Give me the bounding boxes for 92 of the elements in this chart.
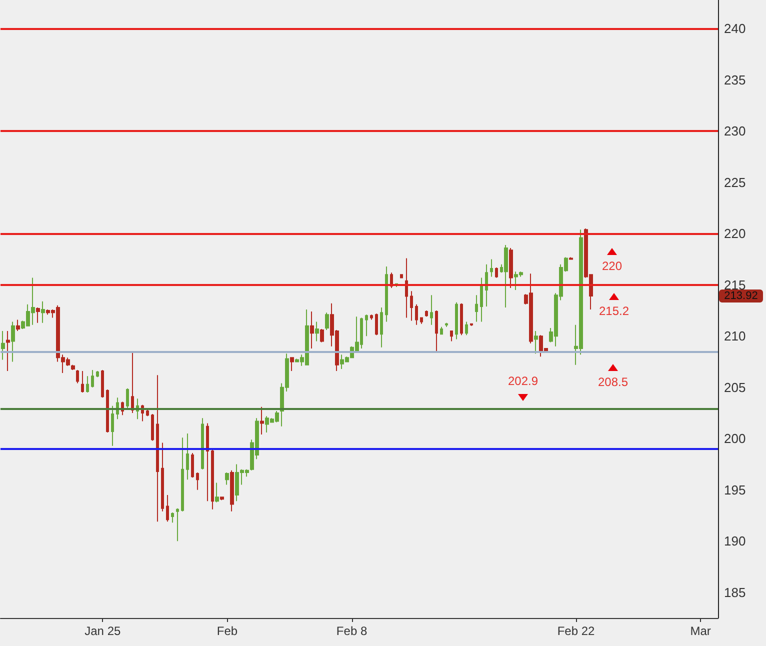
candlestick (455, 302, 458, 340)
candlestick (6, 330, 10, 372)
candlestick (385, 266, 388, 322)
candlestick (211, 449, 214, 510)
candlestick (465, 321, 468, 336)
candlestick (310, 311, 314, 349)
y-tick-label: 200 (724, 431, 746, 446)
candlestick (420, 317, 423, 324)
candlestick (176, 508, 179, 542)
candlestick (196, 472, 199, 490)
candlestick (181, 437, 184, 512)
candlestick (225, 472, 229, 486)
candlestick (166, 494, 169, 522)
y-tick-label: 225 (724, 174, 746, 190)
y-tick-label: 240 (724, 21, 746, 36)
candlestick (435, 310, 438, 352)
x-tick-label: Feb (216, 624, 238, 638)
candlestick (71, 364, 75, 370)
candlestick (206, 422, 209, 502)
candlestick (260, 406, 264, 436)
candlestick (534, 330, 538, 354)
candlestick (430, 294, 433, 326)
y-tick-label: 205 (724, 380, 746, 395)
candlestick (126, 388, 129, 408)
candlestick (509, 248, 513, 288)
text: 213.92 (724, 290, 758, 302)
x-tick-label: Jan 25 (84, 624, 121, 638)
y-tick-label: 230 (724, 124, 746, 139)
candlestick (111, 405, 114, 446)
candlestick (490, 258, 493, 278)
candlestick (151, 414, 154, 442)
candlestick (156, 374, 159, 522)
candlestick (380, 306, 383, 348)
candlestick (96, 370, 99, 378)
y-tick-label: 235 (724, 72, 746, 88)
candlestick (365, 314, 368, 337)
y-tick-label: 220 (724, 226, 746, 242)
candlestick (405, 258, 408, 318)
y-tick-label: 195 (724, 482, 746, 498)
candlestick (425, 310, 428, 318)
candlestick (460, 302, 463, 336)
y-tick-label: 185 (724, 584, 746, 600)
candlestick (16, 319, 20, 332)
annotation: 215.2 (598, 304, 630, 318)
annotation: 208.5 (598, 375, 628, 389)
x-tick-label: Feb 8 (336, 624, 368, 638)
candlestick (81, 370, 84, 394)
candlestick (450, 330, 453, 342)
candlestick (76, 369, 79, 384)
candlestick (470, 323, 473, 326)
candlestick (171, 512, 174, 524)
candlestick (220, 496, 224, 501)
candlestick (91, 369, 94, 388)
candlestick (569, 256, 573, 260)
y-tick-label: 215 (724, 277, 746, 292)
candlestick (201, 418, 204, 470)
x-tick-label: Mar (690, 624, 711, 638)
candlestick (400, 274, 403, 278)
candlestick (290, 357, 294, 372)
candlestick (1, 330, 5, 360)
candlestick (480, 277, 483, 322)
candlestick (410, 290, 413, 322)
candlestick (325, 312, 329, 331)
candlestick (86, 376, 89, 394)
candlestick (36, 306, 40, 324)
candlestick (320, 328, 324, 343)
candlestick (445, 322, 448, 328)
annotation: 202.9 (508, 374, 538, 388)
annotation: 220 (602, 259, 622, 273)
candlestick (370, 314, 373, 320)
candlestick (440, 326, 443, 335)
candlestick (485, 264, 488, 307)
candlestick (215, 482, 219, 503)
candlestick (131, 351, 134, 414)
candlestick (230, 470, 234, 512)
candlestick (375, 313, 378, 336)
candlestick (186, 433, 189, 480)
candlestick (11, 321, 15, 362)
y-tick-label: 190 (724, 534, 746, 549)
x-tick-label: Feb 22 (557, 624, 595, 638)
candlestick (161, 442, 164, 512)
candlestick (315, 321, 319, 342)
candlestick (101, 369, 104, 398)
candlestick (191, 452, 194, 478)
candlestick (106, 388, 109, 433)
candlestick (41, 300, 45, 324)
candlestick (504, 244, 508, 308)
candlestick (146, 409, 149, 417)
candlestick (495, 266, 498, 278)
candlestick (415, 304, 418, 326)
candlestick (475, 294, 478, 322)
y-tick-label: 210 (724, 328, 746, 344)
